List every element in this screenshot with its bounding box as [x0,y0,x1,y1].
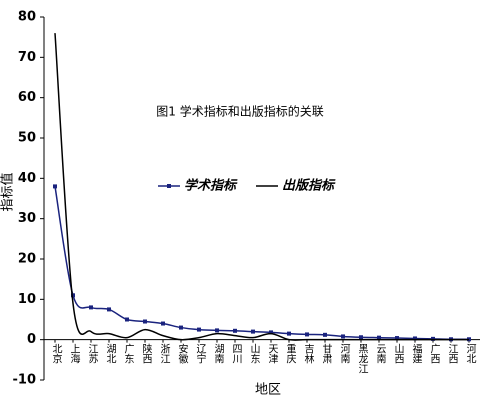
x-tick-label: 四川 [230,344,242,364]
x-tick-label: 江西 [446,343,458,363]
x-tick-label: 北京 [50,343,62,364]
y-tick-label: 50 [18,131,36,146]
x-tick-label: 江苏 [86,343,98,364]
x-tick-label: 重庆 [284,342,296,364]
legend-marker [167,184,171,188]
series-line [54,186,470,341]
point [53,184,57,189]
x-tick-label: 广西 [428,343,440,363]
point [233,328,237,333]
series-line [54,33,469,341]
x-tick-label: 河北 [464,343,476,363]
point [143,319,147,324]
y-tick-label: -10 [13,373,37,388]
x-tick-label: 湖南 [212,343,224,363]
legend-label: 出版指标 [282,178,336,194]
point [197,327,201,332]
x-tick-label: 黑龙江 [356,343,368,373]
y-tick-label: 20 [18,252,36,267]
x-tick-label: 山西 [392,343,404,363]
point [179,325,183,330]
point [125,317,129,322]
x-tick-label: 福建 [410,342,422,363]
legend-label: 学术指标 [184,178,238,194]
y-tick-label: 10 [18,292,36,307]
point [395,336,399,341]
point [89,305,93,310]
point [269,330,273,335]
point [287,331,291,336]
y-axis-label: 指标值 [0,172,16,211]
x-tick-label: 甘肃 [320,342,332,364]
x-tick-label: 上海 [68,343,80,364]
x-tick-label: 浙江 [158,343,170,363]
y-tick-label: 60 [18,90,36,105]
point [377,335,381,340]
x-tick-label: 安徽 [176,342,188,364]
x-tick-label: 河南 [338,343,350,363]
x-tick-label: 云南 [374,344,386,364]
x-tick-label: 陕西 [140,342,152,363]
x-tick-label: 天津 [266,344,278,365]
point [215,328,219,333]
x-tick-label: 湖北 [104,343,116,363]
point [431,336,435,341]
point [323,332,327,337]
point [107,307,111,312]
point [71,293,75,298]
point [341,334,345,339]
x-tick-label: 山东 [248,343,260,363]
y-tick-label: 40 [18,171,36,186]
y-tick-label: 0 [27,332,36,347]
point [413,336,417,341]
point [251,329,255,334]
y-tick-label: 70 [18,50,36,65]
x-axis-label: 地区 [255,383,281,398]
chart-title: 图1 学术指标和出版指标的关联 [156,104,323,119]
point [305,332,309,337]
y-tick-label: 30 [18,211,36,226]
y-tick-label: 80 [18,10,36,25]
point [359,335,363,340]
x-tick-label: 吉林 [302,343,314,364]
point [161,321,165,326]
x-tick-label: 广东 [122,343,134,363]
x-tick-label: 辽宁 [194,343,206,363]
